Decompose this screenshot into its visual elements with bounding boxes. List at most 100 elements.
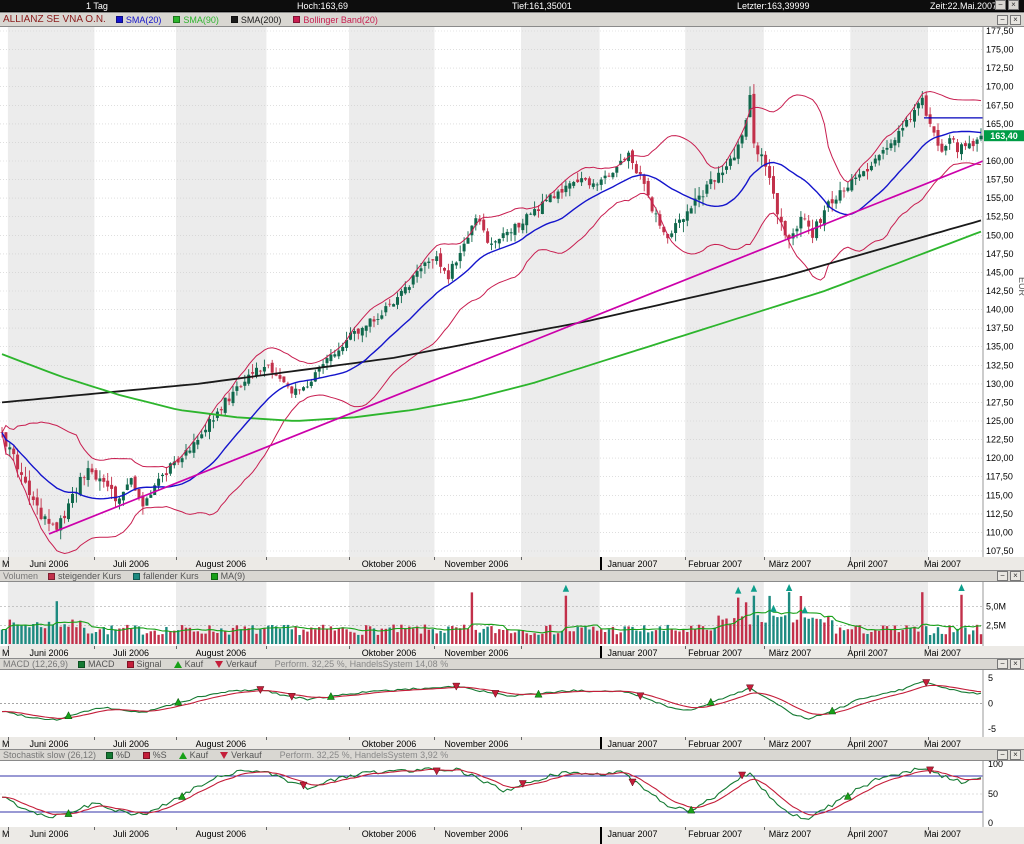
month-tick-mark xyxy=(685,827,687,830)
legend-item-sma-20: SMA(20) xyxy=(115,15,161,25)
month-tick-mark xyxy=(520,827,522,830)
month-tick-mark xyxy=(685,646,687,649)
svg-text:107,50: 107,50 xyxy=(986,546,1014,556)
bollinger-band-lines xyxy=(1,90,982,555)
month-label: November 2006 xyxy=(444,648,509,658)
legend-label: MA(9) xyxy=(220,571,246,581)
svg-text:125,00: 125,00 xyxy=(986,416,1014,426)
month-label: April 2007 xyxy=(847,648,888,658)
close-icon[interactable]: × xyxy=(1010,750,1021,760)
month-tick-mark xyxy=(520,737,522,740)
minimize-icon[interactable]: − xyxy=(995,0,1006,10)
month-tick-mark xyxy=(175,557,177,560)
instrument-title: ALLIANZ SE VNA O.N. xyxy=(3,14,106,25)
month-tick-mark xyxy=(266,827,268,830)
svg-text:157,50: 157,50 xyxy=(986,175,1014,185)
minimize-icon[interactable]: − xyxy=(997,14,1008,25)
volume-chart-canvas[interactable]: 5,0M 2,5M xyxy=(0,582,1024,646)
month-tick-mark xyxy=(348,557,350,560)
stochastic-chart-canvas[interactable]: 100 50 0 xyxy=(0,761,1024,827)
svg-text:50: 50 xyxy=(988,789,998,799)
legend-label: SMA(200) xyxy=(240,14,282,25)
legend-square-icon xyxy=(115,16,123,23)
stoch-percent-d-line xyxy=(1,767,982,820)
month-label: Januar 2007 xyxy=(607,739,658,749)
month-tick-mark xyxy=(434,646,436,649)
timeframe-label[interactable]: 1 Tag xyxy=(86,1,108,11)
month-tick-mark xyxy=(348,827,350,830)
macd-line xyxy=(1,681,982,721)
close-icon[interactable]: × xyxy=(1008,0,1019,10)
macd-legend: MACD Signal Kauf Verkauf xyxy=(78,659,257,669)
trendline[interactable] xyxy=(48,160,984,535)
svg-text:100: 100 xyxy=(988,761,1003,769)
volume-x-axis: M Juni 2006 Juli 2006 August 2006 Oktober 20… xyxy=(0,646,1024,658)
month-label: April 2007 xyxy=(847,739,888,749)
legend-item-verkauf: Verkauf xyxy=(220,750,262,760)
month-tick-mark xyxy=(175,827,177,830)
volume-panel-title: Volumen xyxy=(3,571,39,581)
svg-text:0: 0 xyxy=(988,699,993,709)
month-tick-mark xyxy=(348,737,350,740)
svg-text:2,5M: 2,5M xyxy=(986,620,1006,630)
candlestick-series xyxy=(0,84,983,540)
close-icon[interactable]: × xyxy=(1010,571,1021,581)
last-price-label: Letzter:163,39999 xyxy=(737,1,810,11)
legend-label: Verkauf xyxy=(231,750,262,760)
month-tick-mark xyxy=(94,737,96,740)
month-tick-mark xyxy=(94,827,96,830)
sma90-line xyxy=(1,230,982,422)
legend-item-signal: Signal xyxy=(126,659,162,669)
sma200-line xyxy=(1,219,982,404)
close-icon[interactable]: × xyxy=(1010,659,1021,669)
month-label: Juni 2006 xyxy=(29,648,69,658)
legend-square-icon xyxy=(133,572,141,580)
svg-text:167,50: 167,50 xyxy=(986,100,1014,110)
month-tick-mark xyxy=(520,557,522,560)
price-chart-canvas[interactable]: 177,50 175,00 172,50 170,00 167,50 165,00 160,… xyxy=(0,27,1024,557)
price-legend: SMA(20) SMA(90) SMA(200) Bollinger Band(20) xyxy=(115,14,378,25)
volume-axis-labels: 5,0M 2,5M xyxy=(986,602,1006,631)
month-tick-mark xyxy=(927,827,929,830)
legend-item-bollinger-band-20: Bollinger Band(20) xyxy=(293,15,378,25)
svg-text:5,0M: 5,0M xyxy=(986,602,1006,612)
legend-label: fallender Kurs xyxy=(143,571,199,581)
month-tick-mark xyxy=(434,827,436,830)
month-tick-mark xyxy=(94,557,96,560)
month-label: August 2006 xyxy=(195,648,247,658)
month-label: Oktober 2006 xyxy=(361,648,417,658)
close-icon[interactable]: × xyxy=(1010,14,1021,25)
month-label: April 2007 xyxy=(847,559,888,569)
svg-text:120,00: 120,00 xyxy=(986,453,1014,463)
svg-text:175,00: 175,00 xyxy=(986,45,1014,55)
month-label: Mai 2007 xyxy=(924,648,962,658)
svg-text:122,50: 122,50 xyxy=(986,435,1014,445)
month-label: M xyxy=(1,559,10,569)
minimize-icon[interactable]: − xyxy=(997,750,1008,760)
legend-item-s: %S xyxy=(142,750,167,760)
macd-axis-labels: 5 0 -5 xyxy=(988,673,996,734)
minimize-icon[interactable]: − xyxy=(997,659,1008,669)
month-tick-mark xyxy=(94,646,96,649)
month-label: Juni 2006 xyxy=(29,739,69,749)
price-x-axis: M Juni 2006 Juli 2006 August 2006 Oktober 20… xyxy=(0,557,1024,570)
volume-bars xyxy=(0,592,983,644)
month-tick-mark xyxy=(266,737,268,740)
legend-label: MACD xyxy=(88,659,115,669)
macd-buy-markers xyxy=(64,689,837,719)
month-tick-mark xyxy=(7,557,9,560)
month-tick-mark xyxy=(850,557,852,560)
minimize-icon[interactable]: − xyxy=(997,571,1008,581)
panel-window-controls: − × xyxy=(997,750,1021,760)
legend-square-icon xyxy=(142,751,150,759)
month-tick-mark xyxy=(266,557,268,560)
stoch-axis-labels: 100 50 0 xyxy=(988,761,1003,827)
svg-text:137,50: 137,50 xyxy=(986,323,1014,333)
price-gridlines xyxy=(0,30,983,552)
month-label: Juli 2006 xyxy=(113,648,150,658)
legend-item-d: %D xyxy=(106,750,131,760)
sell-triangle-icon xyxy=(215,660,224,668)
svg-text:163,40: 163,40 xyxy=(990,131,1018,141)
month-label: August 2006 xyxy=(195,739,247,749)
macd-chart-canvas[interactable]: 5 0 -5 xyxy=(0,670,1024,737)
